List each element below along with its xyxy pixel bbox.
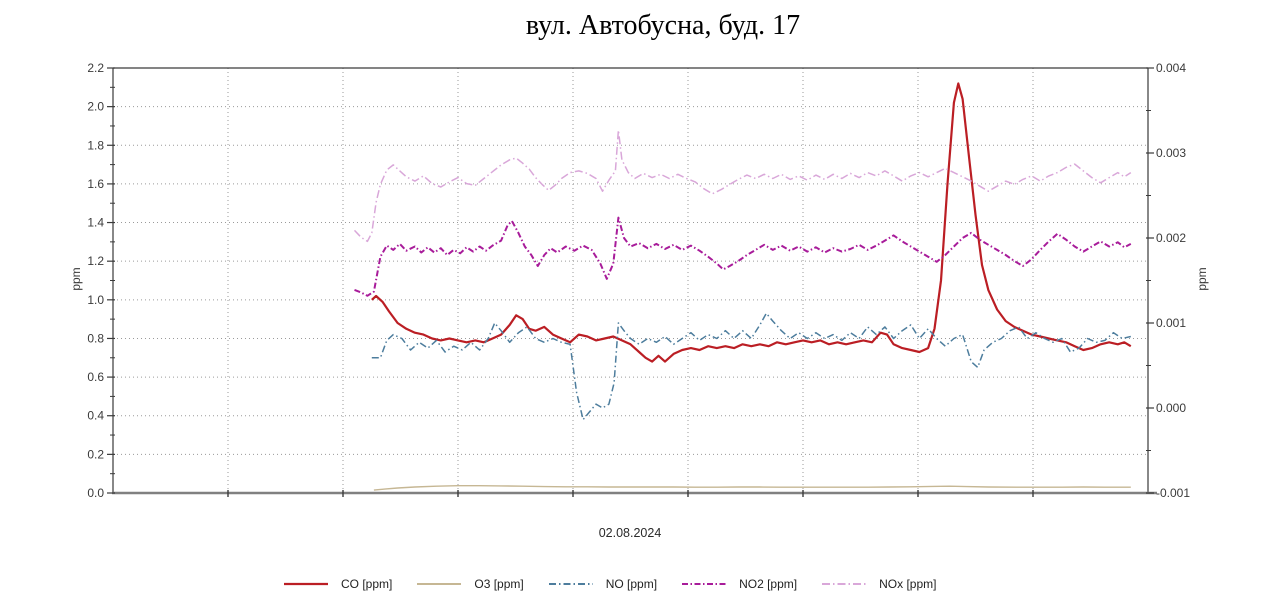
legend-swatch-nox-icon — [822, 583, 867, 585]
legend: CO [ppm] O3 [ppm] NO [ppm] NO2 [ppm] NOx [pp… — [283, 577, 936, 591]
legend-item-co: CO [ppm] — [283, 577, 392, 591]
left-tick-label: 2.0 — [87, 100, 104, 114]
series-co-line — [371, 82, 1132, 363]
series-no-line — [371, 312, 1131, 421]
left-tick-label: 1.6 — [87, 177, 104, 191]
right-tick-label: -0.001 — [1156, 486, 1190, 500]
left-tick-label: 1.8 — [87, 138, 104, 152]
legend-item-nox: NOx [ppm] — [821, 577, 936, 591]
legend-swatch-no2-icon — [682, 583, 727, 585]
left-tick-label: 0.4 — [87, 409, 104, 423]
series-nox-line — [353, 129, 1132, 243]
legend-swatch-o3-icon — [417, 583, 462, 585]
right-tick-label: 0.001 — [1156, 316, 1186, 330]
left-tick-label: 0.6 — [87, 370, 104, 384]
left-tick-label: 0.2 — [87, 447, 104, 461]
legend-label-no: NO [ppm] — [605, 577, 658, 591]
right-tick-label: 0.002 — [1156, 231, 1186, 245]
left-axis-unit-label: ppm — [69, 267, 83, 291]
legend-item-no2: NO2 [ppm] — [681, 577, 797, 591]
right-tick-label: 0.003 — [1156, 146, 1186, 160]
legend-label-o3: O3 [ppm] — [474, 577, 524, 591]
chart-title: вул. Автобусна, буд. 17 — [525, 10, 801, 41]
right-axis-unit-label: ppm — [1195, 267, 1209, 291]
legend-swatch-no-icon — [548, 583, 593, 585]
legend-label-no2: NO2 [ppm] — [739, 577, 798, 591]
legend-item-o3: O3 [ppm] — [416, 577, 524, 591]
series-o3-line — [373, 485, 1131, 491]
legend-swatch-co-icon — [284, 582, 328, 586]
right-tick-label: 0.000 — [1156, 401, 1186, 415]
legend-item-no: NO [ppm] — [548, 577, 657, 591]
left-tick-label: 0.0 — [87, 486, 104, 500]
legend-label-co: CO [ppm] — [341, 577, 393, 591]
right-tick-label: 0.004 — [1156, 61, 1186, 75]
legend-label-nox: NOx [ppm] — [879, 577, 937, 591]
left-tick-label: 2.2 — [87, 61, 104, 75]
left-tick-label: 0.8 — [87, 331, 104, 345]
left-tick-label: 1.2 — [87, 254, 104, 268]
x-axis-date-label: 02.08.2024 — [598, 526, 662, 540]
left-tick-label: 1.0 — [87, 293, 104, 307]
left-tick-label: 1.4 — [87, 216, 104, 230]
series-no2-line — [354, 216, 1132, 297]
